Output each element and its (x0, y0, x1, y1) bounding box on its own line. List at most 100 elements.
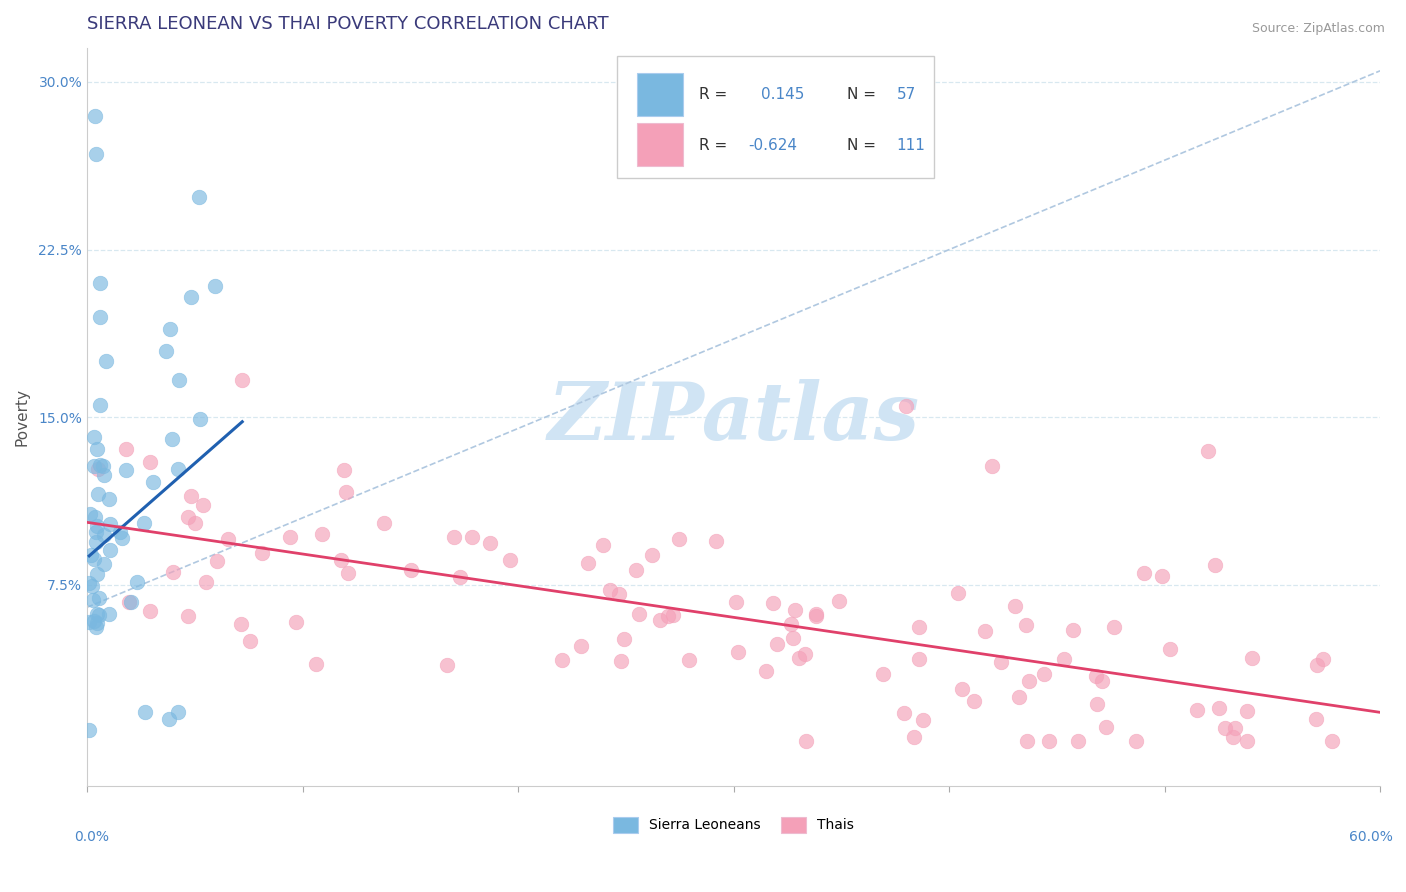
Text: 60.0%: 60.0% (1350, 830, 1393, 845)
Point (134, 706, 156, 720)
Point (278, 530, 301, 544)
Text: 0.0%: 0.0% (75, 830, 110, 845)
Legend: Sierra Leoneans, Thais: Sierra Leoneans, Thais (607, 811, 860, 838)
Point (657, 608, 679, 623)
Point (1197, 443, 1219, 458)
Point (79, 507, 101, 521)
Point (806, 608, 828, 623)
Point (499, 553, 522, 567)
Point (120, 595, 142, 609)
Text: 57: 57 (897, 87, 915, 103)
Point (83, 459, 105, 474)
Point (1004, 599, 1026, 613)
Point (599, 583, 621, 598)
Point (139, 604, 162, 618)
Point (87, 607, 110, 622)
Point (640, 549, 662, 563)
Point (1320, 734, 1343, 748)
Point (159, 322, 181, 336)
Point (794, 734, 817, 748)
Point (893, 706, 915, 720)
Point (1032, 667, 1054, 681)
Point (607, 587, 630, 601)
Point (551, 653, 574, 667)
Point (86, 607, 108, 621)
Text: ZIPatlas: ZIPatlas (547, 378, 920, 456)
Point (207, 554, 229, 568)
Point (1062, 623, 1084, 637)
Point (132, 516, 155, 530)
Point (436, 657, 458, 672)
Point (804, 607, 827, 621)
Point (305, 657, 328, 671)
Point (125, 574, 148, 589)
Point (1017, 734, 1039, 748)
Point (83, 509, 105, 524)
Point (1125, 734, 1147, 748)
Point (217, 533, 239, 547)
Point (783, 603, 806, 617)
Point (86, 566, 108, 581)
Point (82, 593, 104, 607)
Point (946, 586, 969, 600)
Text: N =: N = (848, 137, 882, 153)
Point (98, 492, 121, 507)
Point (167, 462, 190, 476)
Point (114, 463, 136, 477)
Point (1241, 651, 1264, 665)
Point (98, 516, 121, 531)
Point (329, 553, 352, 567)
Point (981, 459, 1004, 474)
Point (311, 526, 333, 541)
Point (1213, 721, 1236, 735)
Point (894, 399, 917, 413)
Point (231, 617, 253, 632)
Text: 0.145: 0.145 (761, 87, 804, 103)
Point (872, 666, 894, 681)
Point (1133, 566, 1156, 581)
Point (89, 276, 111, 290)
FancyBboxPatch shape (637, 123, 683, 167)
Point (1104, 620, 1126, 634)
Text: -0.624: -0.624 (748, 137, 797, 153)
Point (1067, 734, 1090, 748)
Point (184, 516, 207, 530)
Point (83, 614, 105, 628)
Point (609, 654, 631, 668)
Point (569, 640, 592, 654)
Point (93, 528, 115, 542)
Point (1150, 569, 1173, 583)
Point (479, 536, 502, 550)
Point (250, 546, 273, 560)
Point (285, 615, 308, 630)
Point (787, 651, 810, 665)
Point (239, 633, 262, 648)
Point (1312, 651, 1334, 665)
Point (449, 570, 471, 584)
Point (180, 489, 202, 503)
Point (627, 607, 650, 622)
Text: R =: R = (699, 137, 731, 153)
Point (155, 344, 177, 359)
Point (668, 532, 690, 546)
Point (139, 455, 162, 469)
Point (177, 609, 200, 624)
Point (973, 624, 995, 638)
Point (162, 565, 184, 579)
Point (86, 615, 108, 630)
Point (89, 458, 111, 472)
Point (86, 519, 108, 533)
FancyBboxPatch shape (637, 73, 683, 116)
Point (84, 534, 107, 549)
Point (1018, 674, 1040, 689)
Point (903, 730, 925, 744)
Point (1305, 657, 1327, 672)
Point (990, 656, 1012, 670)
Point (79, 548, 101, 562)
Point (162, 432, 184, 446)
Point (84, 620, 107, 634)
Point (93, 467, 115, 482)
Point (662, 608, 685, 623)
Text: N =: N = (848, 87, 882, 103)
Point (337, 566, 360, 580)
